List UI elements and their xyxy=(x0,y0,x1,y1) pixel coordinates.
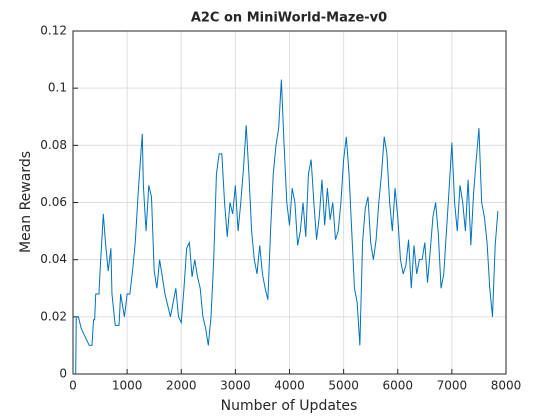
y-axis-label: Mean Rewards xyxy=(18,151,34,253)
x-tick-label: 7000 xyxy=(437,379,468,393)
y-tick-label: 0.02 xyxy=(40,309,67,323)
y-tick-label: 0 xyxy=(59,367,67,381)
data-line xyxy=(73,79,499,375)
x-tick-label: 8000 xyxy=(491,379,522,393)
y-tick-label: 0.06 xyxy=(40,195,67,209)
chart-title: A2C on MiniWorld-Maze-v0 xyxy=(191,11,387,26)
y-tick-label: 0.1 xyxy=(48,81,67,95)
x-tick-label: 5000 xyxy=(328,379,359,393)
x-tick-label: 2000 xyxy=(166,379,197,393)
x-tick-label: 4000 xyxy=(274,379,305,393)
y-tick-label: 0.04 xyxy=(40,252,67,266)
axes-box xyxy=(72,30,507,375)
x-axis-label: Number of Updates xyxy=(221,398,358,414)
x-tick-label: 3000 xyxy=(220,379,251,393)
x-tick-label: 1000 xyxy=(112,379,143,393)
x-tick-label: 6000 xyxy=(382,379,413,393)
x-tick-label: 0 xyxy=(69,379,77,393)
y-tick-label: 0.08 xyxy=(40,138,67,152)
y-tick-label: 0.12 xyxy=(40,24,67,38)
